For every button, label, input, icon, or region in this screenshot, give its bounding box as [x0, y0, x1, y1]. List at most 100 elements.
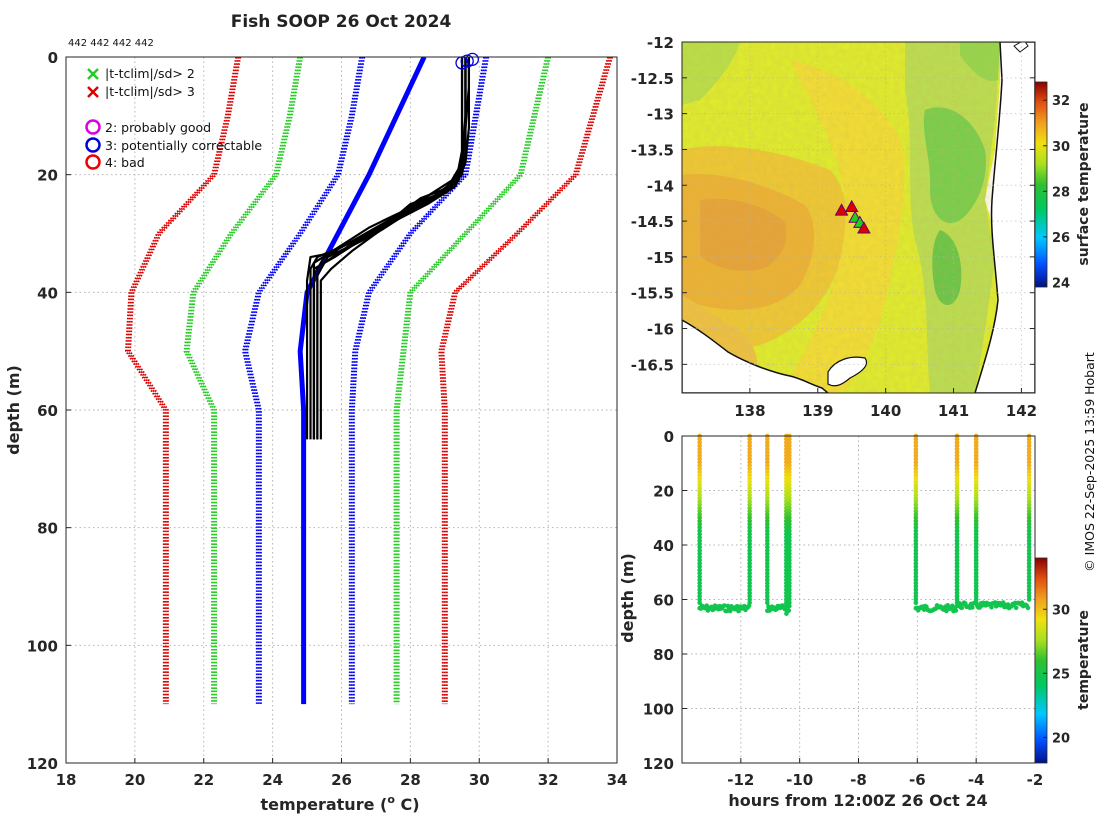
up-point	[1026, 528, 1032, 534]
down-point	[913, 525, 919, 530]
down-point	[973, 571, 979, 576]
down-point	[913, 541, 919, 547]
up-point	[1026, 486, 1032, 491]
legend-label: 3: potentially correctable	[105, 138, 262, 153]
down-point	[913, 436, 919, 442]
down-point	[973, 574, 979, 579]
down-point	[697, 508, 702, 514]
up-point	[747, 577, 752, 583]
y-tick-label: 100	[27, 637, 58, 655]
up-point	[787, 600, 792, 606]
up-point	[747, 584, 752, 589]
up-point	[787, 561, 792, 566]
up-point	[787, 531, 792, 537]
down-point	[913, 564, 919, 570]
down-point	[697, 525, 702, 530]
down-point	[954, 567, 960, 573]
up-point	[787, 450, 792, 455]
profile-line	[319, 57, 467, 440]
up-point	[787, 469, 792, 475]
down-point	[765, 597, 770, 602]
lat-tick-label: -15.5	[631, 285, 674, 303]
down-point	[765, 446, 770, 452]
legend-entry-sd2: |t-tclim|/sd> 2	[87, 66, 195, 81]
x-tick-label: 34	[607, 771, 628, 789]
down-point	[913, 535, 919, 540]
legend-entry-probably-good: 2: probably good	[85, 119, 211, 135]
bottom-point	[724, 608, 730, 614]
up-point	[1026, 472, 1032, 478]
down-point	[913, 554, 919, 560]
down-point	[765, 557, 770, 563]
down-point	[954, 453, 960, 458]
down-point	[973, 548, 979, 553]
up-point	[787, 525, 792, 530]
down-point	[765, 535, 770, 540]
down-point	[913, 571, 919, 576]
down-point	[913, 577, 919, 583]
up-point	[787, 456, 792, 462]
up-point	[747, 469, 752, 475]
up-point	[787, 453, 792, 458]
flag-marker	[460, 54, 474, 68]
up-point	[747, 521, 752, 527]
down-point	[954, 521, 960, 527]
up-point	[747, 512, 752, 517]
down-point	[954, 495, 960, 501]
down-point	[697, 593, 702, 599]
down-point	[765, 577, 770, 583]
up-point	[747, 528, 752, 534]
down-point	[954, 538, 960, 543]
up-point	[787, 593, 792, 599]
down-point	[913, 521, 919, 527]
down-point	[913, 587, 919, 592]
credit-text: © IMOS 22-Sep-2025 13:59 Hobart	[1082, 352, 1097, 572]
down-point	[954, 544, 960, 550]
down-point	[913, 482, 919, 488]
lon-tick-label: 138	[734, 402, 765, 420]
up-point	[747, 541, 752, 547]
cast-triangle	[834, 203, 849, 216]
down-point	[973, 443, 979, 449]
climatology-mean	[297, 57, 427, 705]
up-point	[787, 584, 792, 589]
down-point	[765, 518, 770, 524]
up-point	[1026, 492, 1032, 498]
down-point	[913, 440, 919, 445]
down-point	[697, 557, 702, 563]
down-point	[765, 450, 770, 455]
down-point	[954, 446, 960, 452]
up-point	[1026, 584, 1032, 589]
y-axis-label: depth (m)	[4, 365, 23, 455]
down-point	[697, 538, 702, 543]
up-point	[1026, 587, 1032, 592]
profile-line	[312, 57, 464, 440]
bottom-point	[786, 608, 792, 613]
up-point	[747, 456, 752, 462]
y-tick-label: 20	[37, 167, 58, 185]
lat-tick-label: -13	[647, 106, 674, 124]
up-point	[787, 554, 792, 560]
circle-marker-icon	[85, 154, 101, 170]
down-point	[954, 571, 960, 576]
down-point	[697, 502, 702, 507]
up-point	[787, 541, 792, 547]
legend-label: |t-tclim|/sd> 2	[105, 66, 195, 81]
lat-tick-label: -15	[647, 249, 674, 267]
profile-line	[316, 57, 467, 440]
bottom-point	[1025, 605, 1031, 611]
up-point	[747, 531, 752, 537]
legend-entry-sd3: |t-tclim|/sd> 3	[87, 84, 195, 99]
up-point	[747, 463, 752, 468]
down-point	[954, 443, 960, 449]
climatology-mean+3sd	[438, 57, 610, 705]
up-point	[1026, 597, 1032, 602]
lon-tick-label: 141	[938, 402, 969, 420]
x-tick-label: 20	[124, 771, 145, 789]
x-tick-label: 28	[400, 771, 421, 789]
up-point	[1026, 453, 1032, 458]
up-point	[747, 436, 752, 442]
flag-marker	[465, 52, 480, 67]
up-point	[787, 486, 792, 491]
down-point	[954, 463, 960, 468]
